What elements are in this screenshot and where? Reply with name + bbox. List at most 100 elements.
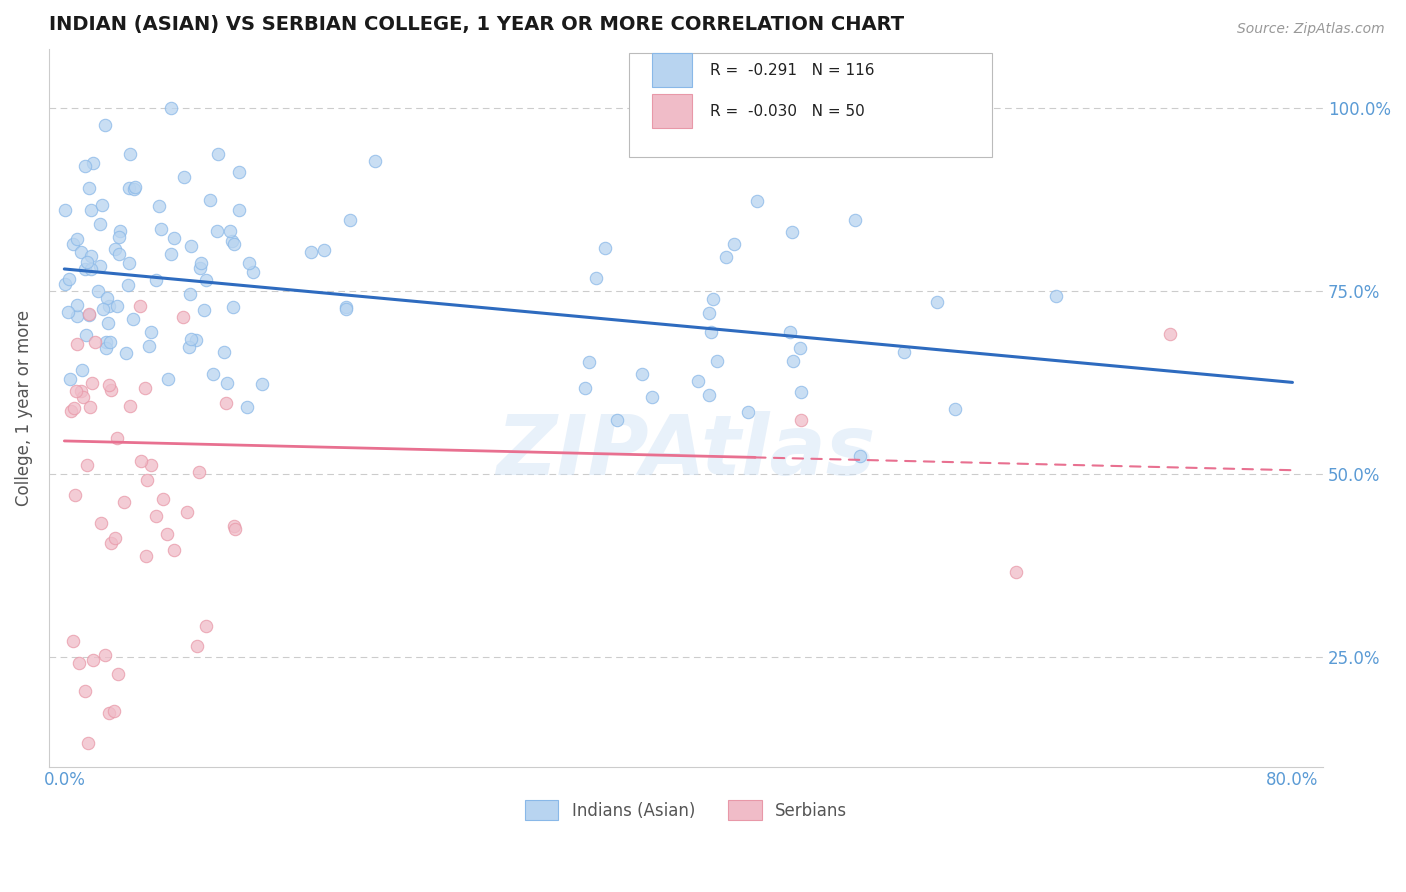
- Y-axis label: College, 1 year or more: College, 1 year or more: [15, 310, 32, 506]
- Point: [700, 325, 723, 339]
- Point: [745, 194, 768, 208]
- Point: [190, 256, 212, 270]
- Point: [59, 372, 82, 386]
- Point: [70, 384, 93, 399]
- Point: [129, 454, 152, 468]
- Point: [82, 653, 104, 667]
- Point: [790, 413, 813, 427]
- Legend: Indians (Asian), Serbians: Indians (Asian), Serbians: [519, 794, 853, 826]
- Point: [173, 170, 195, 185]
- FancyBboxPatch shape: [628, 53, 991, 157]
- Point: [364, 154, 387, 169]
- Point: [87, 285, 110, 299]
- Point: [312, 244, 335, 258]
- Point: [58, 271, 80, 285]
- Point: [104, 242, 127, 256]
- Point: [180, 239, 202, 253]
- Point: [128, 299, 150, 313]
- Point: [66, 310, 89, 324]
- Point: [686, 375, 709, 389]
- Point: [76, 255, 98, 269]
- Point: [160, 101, 183, 115]
- Point: [110, 224, 132, 238]
- Point: [228, 202, 250, 217]
- Text: ZIPAtlas: ZIPAtlas: [496, 410, 876, 491]
- Point: [186, 640, 208, 654]
- Point: [98, 706, 121, 720]
- Point: [89, 217, 111, 231]
- Point: [702, 293, 724, 307]
- Point: [67, 657, 90, 671]
- Point: [80, 262, 103, 277]
- Point: [138, 339, 160, 353]
- Point: [89, 259, 111, 273]
- Point: [118, 146, 141, 161]
- Point: [187, 465, 209, 479]
- Point: [595, 241, 617, 255]
- Point: [53, 277, 76, 292]
- Point: [207, 146, 229, 161]
- Point: [782, 353, 804, 368]
- Point: [631, 368, 654, 382]
- Point: [77, 181, 100, 195]
- Point: [339, 213, 361, 227]
- Point: [697, 306, 720, 320]
- Point: [134, 380, 156, 394]
- Point: [124, 180, 146, 194]
- Point: [159, 246, 181, 260]
- Point: [238, 256, 260, 270]
- Point: [62, 237, 84, 252]
- Point: [221, 235, 243, 249]
- Point: [73, 159, 96, 173]
- Point: [242, 265, 264, 279]
- Point: [108, 246, 131, 260]
- Point: [91, 198, 114, 212]
- Point: [1045, 289, 1067, 303]
- Point: [76, 458, 98, 473]
- Point: [215, 396, 238, 410]
- Point: [186, 333, 208, 347]
- Point: [163, 542, 186, 557]
- Point: [716, 250, 738, 264]
- Point: [224, 237, 246, 252]
- Point: [925, 295, 948, 310]
- Point: [723, 136, 745, 150]
- Point: [139, 326, 162, 340]
- Point: [779, 325, 801, 339]
- Point: [100, 536, 122, 550]
- Point: [156, 372, 179, 386]
- Point: [62, 634, 84, 648]
- Point: [335, 300, 357, 314]
- Point: [844, 213, 866, 227]
- Point: [943, 402, 966, 417]
- Point: [63, 401, 86, 416]
- Point: [96, 334, 118, 349]
- Point: [94, 648, 117, 662]
- Point: [236, 400, 259, 414]
- Point: [723, 237, 745, 252]
- Point: [107, 667, 129, 681]
- Point: [72, 390, 94, 404]
- Point: [198, 193, 221, 207]
- Point: [219, 224, 242, 238]
- Point: [108, 229, 131, 244]
- Point: [118, 256, 141, 270]
- Point: [156, 527, 179, 541]
- Point: [606, 412, 628, 426]
- Text: INDIAN (ASIAN) VS SERBIAN COLLEGE, 1 YEAR OR MORE CORRELATION CHART: INDIAN (ASIAN) VS SERBIAN COLLEGE, 1 YEA…: [49, 15, 904, 34]
- Point: [152, 492, 174, 507]
- Bar: [651, 53, 692, 87]
- Text: Source: ZipAtlas.com: Source: ZipAtlas.com: [1237, 22, 1385, 37]
- Point: [53, 203, 76, 218]
- Point: [105, 431, 128, 445]
- Point: [790, 384, 813, 399]
- Point: [194, 619, 217, 633]
- Point: [172, 310, 194, 325]
- Point: [84, 335, 107, 350]
- Point: [136, 473, 159, 487]
- Point: [69, 245, 91, 260]
- Point: [66, 298, 89, 312]
- Point: [222, 519, 245, 533]
- Point: [148, 199, 170, 213]
- Point: [849, 449, 872, 463]
